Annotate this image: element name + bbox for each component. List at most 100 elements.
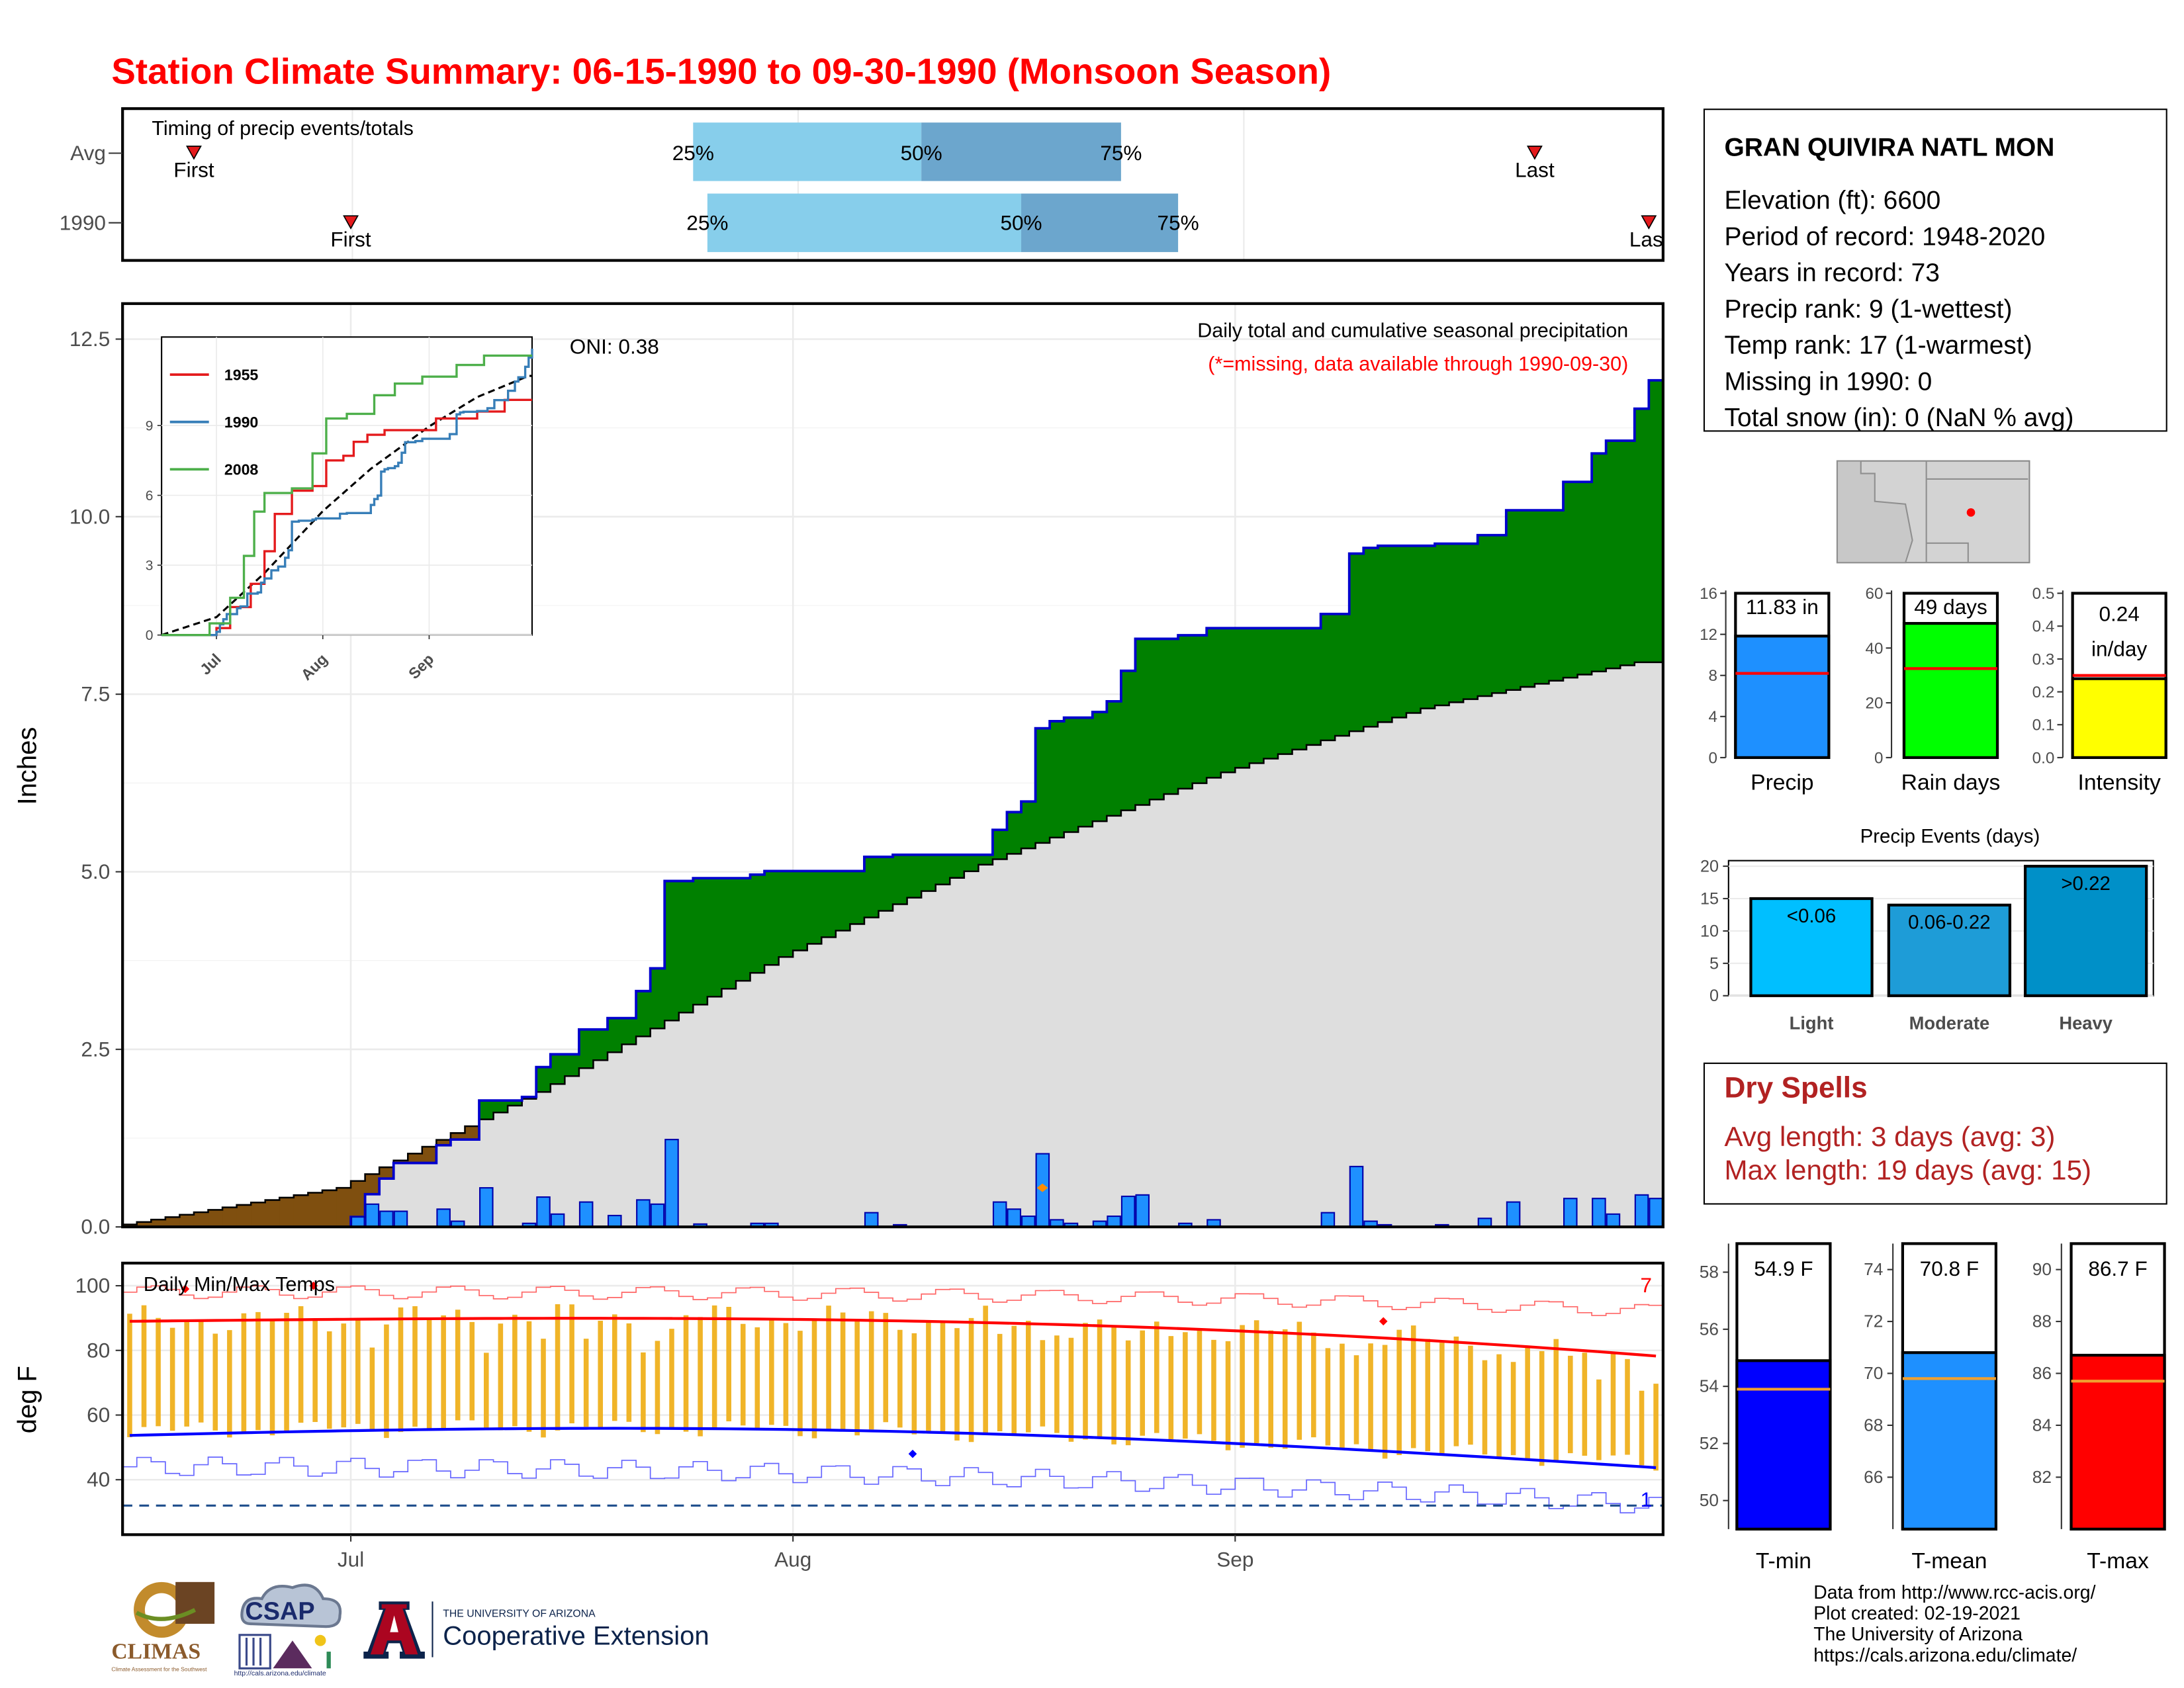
temp-summary-y-label: 52 [1700,1433,1719,1453]
temp-y-label: 100 [75,1274,111,1298]
row-label-avg: Avg [70,141,106,165]
page-title: Station Climate Summary: 06-15-1990 to 0… [111,50,1332,92]
surplus-area [764,871,780,965]
daily-precip-bar [1135,1194,1150,1228]
daily-precip-bar [664,1139,679,1228]
daily-precip-bar [1349,1165,1364,1228]
csap-logo: CSAP http://cals.arizona.edu/climate [231,1579,351,1680]
quartile-bar-50-75 [921,122,1121,181]
y-tick-label: 10.0 [69,504,110,528]
temp-ylabel: deg F [13,1366,42,1433]
daily-precip-bar [578,1201,594,1228]
temp-summary-y-label: 84 [2032,1415,2052,1435]
first-event-label: First [330,228,371,251]
surplus-area [636,991,651,1037]
surplus-area [1277,628,1293,754]
row-label-1990: 1990 [60,210,106,234]
dry-spells-box: Dry Spells Avg length: 3 days (avg: 3) M… [1703,1062,2167,1205]
events-bar [1887,903,2012,997]
inset-legend-label: 2008 [224,461,259,478]
daily-precip-bar [379,1210,394,1228]
deficit-area [222,1207,238,1227]
quartile-label: 50% [901,141,942,165]
summary-bar [1902,621,1999,760]
info-temp-rank: Temp rank: 17 (1-warmest) [1724,330,2032,359]
inset-y-label: 6 [146,488,154,504]
temp-summary-y-label: 90 [2032,1259,2052,1279]
deficit-area [422,1147,437,1163]
daily-precip-bar [351,1216,365,1228]
surplus-area [992,830,1008,860]
record-low-marker [908,1449,917,1458]
daily-precip-bar [1563,1198,1578,1228]
surplus-area [1220,628,1236,773]
surplus-area [1349,553,1364,732]
temp-summary-label: T-mean [1911,1549,1987,1574]
events-y-label: 20 [1700,857,1719,875]
surplus-area [1649,380,1664,662]
surplus-area [1035,728,1050,843]
surplus-area [1463,543,1479,699]
events-title: Precip Events (days) [1860,825,2040,847]
events-y-label: 0 [1709,987,1719,1005]
deficit-area [165,1217,181,1227]
temp-summary-value: 70.8 F [1920,1257,1979,1280]
footer-line: https://cals.arizona.edu/climate/ [1813,1644,2077,1666]
x-tick-label: Aug [774,1548,811,1572]
surplus-area [735,878,751,981]
surplus-area [1249,628,1265,764]
inset-series-2008 [161,354,532,637]
quartile-bar-25-50 [707,193,1022,252]
y-tick-label: 7.5 [81,682,110,706]
inset-y-label: 3 [146,558,154,574]
precip-ylabel: Inches [13,727,42,805]
y-tick-label: 2.5 [81,1037,110,1061]
temp-summary-y-label: 82 [2032,1467,2052,1487]
timing-border [121,107,1664,262]
inset-series-1955 [161,398,532,637]
record-high-line [122,1285,1663,1316]
surplus-area [1634,408,1649,662]
surplus-area [964,854,979,871]
temp-y-label: 80 [87,1338,110,1362]
summary-y-label: 0 [1874,749,1883,767]
daily-precip-bar [393,1210,408,1228]
deficit-area [151,1220,166,1227]
temp-y-label: 40 [87,1468,110,1491]
temp-summary-y-label: 66 [1864,1467,1883,1487]
daily-precip-bar [1506,1201,1521,1228]
dry-avg-length: Avg length: 3 days (avg: 3) [1724,1122,2056,1153]
temp-summary-y-label: 50 [1700,1490,1719,1510]
summary-y-label: 0.0 [2032,749,2055,767]
events-category-label: Light [1790,1012,1834,1033]
first-event-label: First [173,157,214,181]
summary-y-label: 0.4 [2032,618,2055,636]
inset-legend-label: 1990 [224,414,258,431]
last-event-label: Last [1629,228,1669,251]
surplus-area [1620,440,1635,666]
surplus-area [1477,535,1492,697]
surplus-area [1492,535,1507,693]
surplus-area [1420,545,1435,709]
quartile-label: 75% [1158,210,1199,234]
surplus-area [550,1054,565,1085]
location-map [1836,460,2030,564]
summary-y-label: 0.2 [2032,684,2055,701]
temp-summary-y-label: 72 [1864,1311,1883,1331]
missing-note: (*=missing, data available through 1990-… [1208,353,1628,375]
surplus-area [536,1067,551,1092]
temp-summary-bars: 50 52 54 56 58 54.9 F T-min 66 68 70 72 74 70.8 F T-m… [1700,1242,2166,1574]
summary-category-label: Precip [1751,770,1813,795]
footer-line: The University of Arizona [1813,1623,2023,1645]
summary-value-label: 49 days [1914,595,1987,619]
surplus-area [1120,670,1136,811]
surplus-area [493,1100,508,1113]
station-name: GRAN QUIVIRA NATL MON [1724,132,2055,162]
deficit-area [408,1153,423,1163]
deficit-area [236,1204,251,1227]
temp-title: Daily Min/Max Temps [144,1273,335,1296]
x-tick-label: Sep [1216,1548,1253,1572]
daily-precip-bar [1021,1216,1036,1228]
surplus-area [1192,635,1207,783]
deficit-area [465,1126,480,1140]
